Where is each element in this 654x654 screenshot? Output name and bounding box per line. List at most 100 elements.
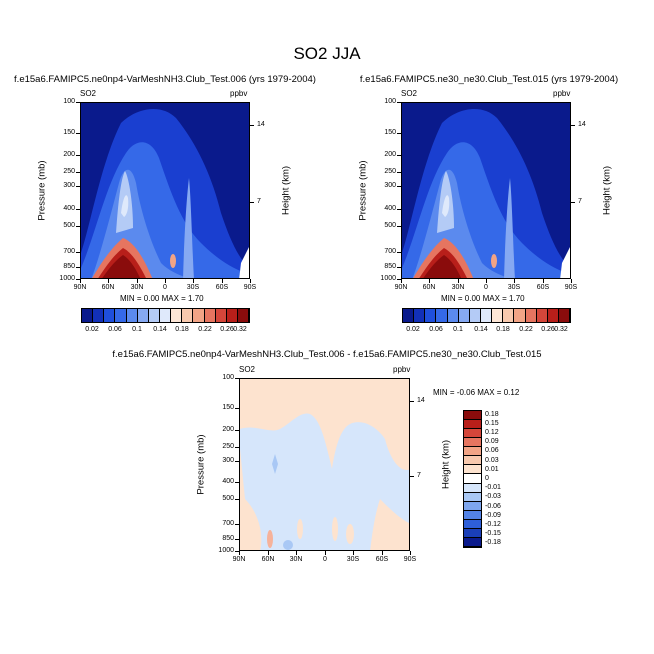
- panel-1-y-tick-mark: [76, 279, 80, 280]
- panel-1-x-tick-mark: [193, 279, 194, 283]
- panel-2-missing-data: [560, 247, 570, 278]
- panel-3-y-tick-mark: [235, 551, 239, 552]
- colorbar-tick-label: 0.32: [233, 326, 247, 333]
- panel-1-contour-band: [170, 254, 176, 268]
- panel-1-contours: [81, 103, 249, 278]
- panel-1-y-tick-mark: [76, 252, 80, 253]
- panel-2-contour-band: [442, 195, 450, 217]
- colorbar-tick-label: 0.22: [198, 326, 212, 333]
- figure-title: SO2 JJA: [293, 44, 361, 63]
- panel-3-title: f.e15a6.FAMIPC5.ne0np4-VarMeshNH3.Club_T…: [112, 349, 542, 360]
- panel-3-units: ppbv: [393, 365, 411, 374]
- colorbar-tick-label: 0.06: [108, 326, 122, 333]
- colorbar-swatch: [148, 309, 160, 322]
- panel-2-units: ppbv: [553, 89, 571, 98]
- panel-2-x-tick-label: 30S: [507, 284, 521, 291]
- panel-3-x-tick-label: 0: [323, 556, 327, 563]
- panel-2-y-tick-mark: [397, 172, 401, 173]
- panel-3-y-tick-mark: [235, 461, 239, 462]
- panel-1-x-tick-label: 30N: [130, 284, 144, 291]
- colorbar-swatch: [425, 309, 437, 322]
- panel-2-y-tick-label: 850: [384, 263, 396, 270]
- panel-1-y-right-tick-label: 14: [257, 121, 265, 128]
- panel-3-y-tick-label: 300: [222, 457, 234, 464]
- colorbar-tick-label: 0.32: [554, 326, 568, 333]
- colorbar-tick-label: 0.14: [153, 326, 167, 333]
- panel-2-x-tick-label: 60N: [422, 284, 436, 291]
- panel-2-x-tick-mark: [543, 279, 544, 283]
- colorbar-diff-tick-label: -0.09: [485, 512, 501, 519]
- colorbar-tick-label: 0.06: [429, 326, 443, 333]
- colorbar-swatch: [182, 309, 194, 322]
- panel-3-y-tick-label: 200: [222, 426, 234, 433]
- panel-1-y-tick-label: 100: [63, 98, 75, 105]
- panel-3-x-tick-label: 90N: [232, 556, 246, 563]
- panel-3-contour-band: [240, 379, 409, 470]
- colorbar-swatch: [93, 309, 105, 322]
- panel-3-contour-band: [297, 519, 303, 539]
- panel-2-minmax: MIN = 0.00 MAX = 1.70: [441, 294, 525, 303]
- colorbar-swatch: [464, 483, 481, 493]
- panel-1-y-tick-label: 500: [63, 222, 75, 229]
- colorbar-swatch: [464, 456, 481, 466]
- panel-1-y-right-tick-mark: [250, 125, 254, 126]
- colorbar-swatch: [525, 309, 537, 322]
- panel-2-y-tick-mark: [397, 267, 401, 268]
- panel-1-contour-band: [102, 255, 141, 278]
- panel-1-x-tick-label: 60N: [101, 284, 115, 291]
- panel-3-y-tick-mark: [235, 482, 239, 483]
- panel-1-x-tick-mark: [222, 279, 223, 283]
- colorbar-swatch: [558, 309, 571, 322]
- panel-2-y-tick-mark: [397, 155, 401, 156]
- panel-1-units: ppbv: [230, 89, 248, 98]
- panel-1-x-tick-mark: [165, 279, 166, 283]
- panel-1-y-right-tick-label: 7: [257, 198, 261, 205]
- colorbar-diff: [463, 410, 482, 548]
- panel-3-y-tick-label: 100: [222, 374, 234, 381]
- panel-2-y-tick-mark: [397, 252, 401, 253]
- panel-3-x-tick-mark: [239, 551, 240, 555]
- colorbar-diff-tick-label: -0.15: [485, 530, 501, 537]
- panel-3-y-tick-label: 700: [222, 520, 234, 527]
- panel-1-x-tick-mark: [250, 279, 251, 283]
- colorbar-diff-tick-label: 0.12: [485, 429, 499, 436]
- panel-1-y-tick-label: 150: [63, 129, 75, 136]
- colorbar-swatch: [464, 510, 481, 520]
- panel-1-x-tick-mark: [108, 279, 109, 283]
- panel-3-y-tick-mark: [235, 524, 239, 525]
- panel-3-contour-band: [272, 454, 278, 474]
- panel-2-y-tick-label: 500: [384, 222, 396, 229]
- panel-1-x-tick-label: 0: [163, 284, 167, 291]
- colorbar-tick-label: 0.1: [132, 326, 142, 333]
- panel-1-x-tick-mark: [137, 279, 138, 283]
- colorbar-tick-label: 0.1: [453, 326, 463, 333]
- panel-2-x-tick-mark: [458, 279, 459, 283]
- colorbar-swatch: [464, 492, 481, 502]
- colorbar-tick-label: 0.26: [220, 326, 234, 333]
- panel-1-minmax: MIN = 0.00 MAX = 1.70: [120, 294, 204, 303]
- panel-3-x-tick-mark: [296, 551, 297, 555]
- panel-1-y-tick-label: 200: [63, 151, 75, 158]
- panel-2-variable: SO2: [401, 89, 418, 98]
- colorbar-swatch: [464, 501, 481, 511]
- panel-1-x-tick-label: 30S: [186, 284, 200, 291]
- panel-3-contour-band: [346, 524, 354, 544]
- panel-2-y-tick-mark: [397, 186, 401, 187]
- panel-1-variable: SO2: [80, 89, 97, 98]
- panel-2-y-right-tick-mark: [571, 202, 575, 203]
- panel-2-x-tick-mark: [514, 279, 515, 283]
- panel-2-y-right-tick-label: 7: [578, 198, 582, 205]
- panel-2-x-tick-label: 90N: [394, 284, 408, 291]
- panel-1-contour-band: [183, 178, 194, 278]
- panel-2-x-tick-mark: [401, 279, 402, 283]
- panel-2-y-tick-mark: [397, 226, 401, 227]
- panel-3-y-tick-label: 400: [222, 478, 234, 485]
- panel-2-y-tick-mark: [397, 209, 401, 210]
- panel-2-x-tick-mark: [571, 279, 572, 283]
- colorbar-tick-label: 0.26: [541, 326, 555, 333]
- panel-1-y-tick-label: 250: [63, 168, 75, 175]
